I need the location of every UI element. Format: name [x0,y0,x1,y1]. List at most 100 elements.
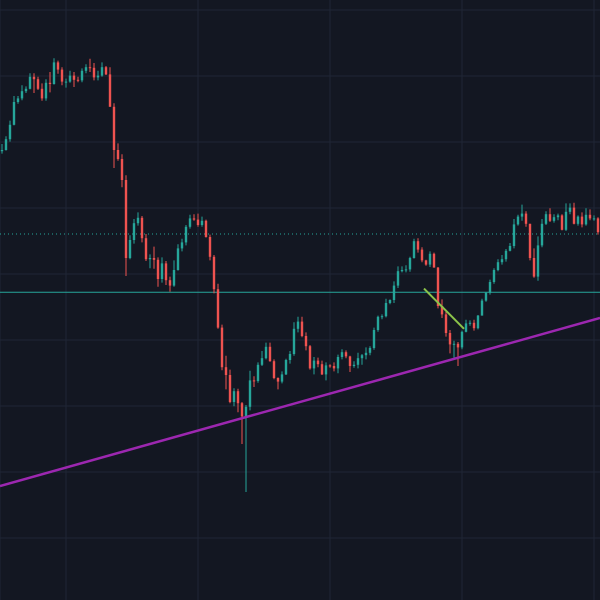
candle[interactable] [176,244,180,271]
candle[interactable] [88,58,92,72]
candle[interactable] [476,315,480,330]
candle[interactable] [464,319,468,333]
candle[interactable] [244,405,248,492]
candle[interactable] [548,208,552,222]
candle[interactable] [104,66,108,75]
candle[interactable] [268,342,272,362]
candle[interactable] [332,362,336,372]
candle[interactable] [276,377,280,390]
candle[interactable] [56,60,60,74]
candle[interactable] [596,217,600,235]
candle[interactable] [376,315,380,332]
candle[interactable] [28,73,32,90]
candle[interactable] [312,357,316,375]
candle[interactable] [528,223,532,261]
candle[interactable] [20,85,24,101]
candle[interactable] [16,96,20,104]
candle[interactable] [408,256,412,272]
candle[interactable] [556,213,560,221]
candle[interactable] [424,259,428,266]
candle[interactable] [40,83,44,101]
candle[interactable] [248,370,252,411]
candle-layer[interactable] [0,58,600,492]
candle[interactable] [588,209,592,221]
candle[interactable] [292,322,296,356]
candle[interactable] [124,175,128,276]
candle[interactable] [32,73,36,93]
candle[interactable] [396,266,400,288]
candle[interactable] [384,298,388,318]
candle[interactable] [488,279,492,295]
candle[interactable] [336,354,340,374]
candle[interactable] [144,234,148,261]
candle[interactable] [508,243,512,252]
candle[interactable] [300,316,304,338]
candle[interactable] [460,330,464,350]
candle[interactable] [188,214,192,229]
candle[interactable] [328,364,332,368]
candle[interactable] [140,216,144,243]
candle[interactable] [8,120,12,142]
candle[interactable] [400,266,404,273]
candle[interactable] [148,254,152,269]
candle[interactable] [540,219,544,248]
candle[interactable] [592,215,596,221]
candle[interactable] [256,362,260,383]
candle[interactable] [344,350,348,359]
candle[interactable] [412,238,416,259]
candle[interactable] [168,276,172,292]
candle[interactable] [196,213,200,227]
candle[interactable] [4,136,8,151]
candle[interactable] [340,349,344,360]
candle[interactable] [516,214,520,226]
candle[interactable] [536,236,540,281]
candle[interactable] [388,299,392,305]
candle[interactable] [108,67,112,107]
candle[interactable] [352,361,356,368]
candle[interactable] [316,357,320,368]
candle[interactable] [360,354,364,365]
candle[interactable] [452,340,456,358]
candle[interactable] [44,79,48,101]
trendline[interactable] [0,316,600,488]
candle[interactable] [224,355,228,390]
candle[interactable] [264,342,268,360]
candle[interactable] [512,219,516,249]
candle[interactable] [492,268,496,284]
candle[interactable] [80,68,84,83]
candle[interactable] [568,203,572,215]
candle[interactable] [68,70,72,83]
candle[interactable] [420,247,424,263]
candle[interactable] [392,281,396,303]
candle[interactable] [76,76,80,83]
candle[interactable] [520,204,524,221]
candle[interactable] [36,76,40,90]
candle[interactable] [456,342,460,366]
candle[interactable] [172,260,176,287]
candle[interactable] [208,234,212,261]
candle[interactable] [496,259,500,272]
candle[interactable] [524,211,528,227]
candle[interactable] [472,319,476,331]
candle[interactable] [12,96,16,126]
candle[interactable] [64,78,68,88]
candle[interactable] [128,235,132,260]
candle[interactable] [0,144,4,154]
candle[interactable] [580,212,584,228]
candle[interactable] [564,203,568,231]
candle[interactable] [116,143,120,161]
annotation-segment[interactable] [423,287,465,330]
candle[interactable] [160,257,164,283]
candle[interactable] [284,358,288,375]
candle[interactable] [92,63,96,81]
candle[interactable] [164,261,168,285]
candle[interactable] [24,86,28,93]
candle[interactable] [96,70,100,81]
candle[interactable] [156,257,160,287]
candle[interactable] [272,359,276,380]
candle[interactable] [280,371,284,384]
candle[interactable] [576,215,580,226]
candle[interactable] [504,249,508,262]
candle[interactable] [48,72,52,93]
